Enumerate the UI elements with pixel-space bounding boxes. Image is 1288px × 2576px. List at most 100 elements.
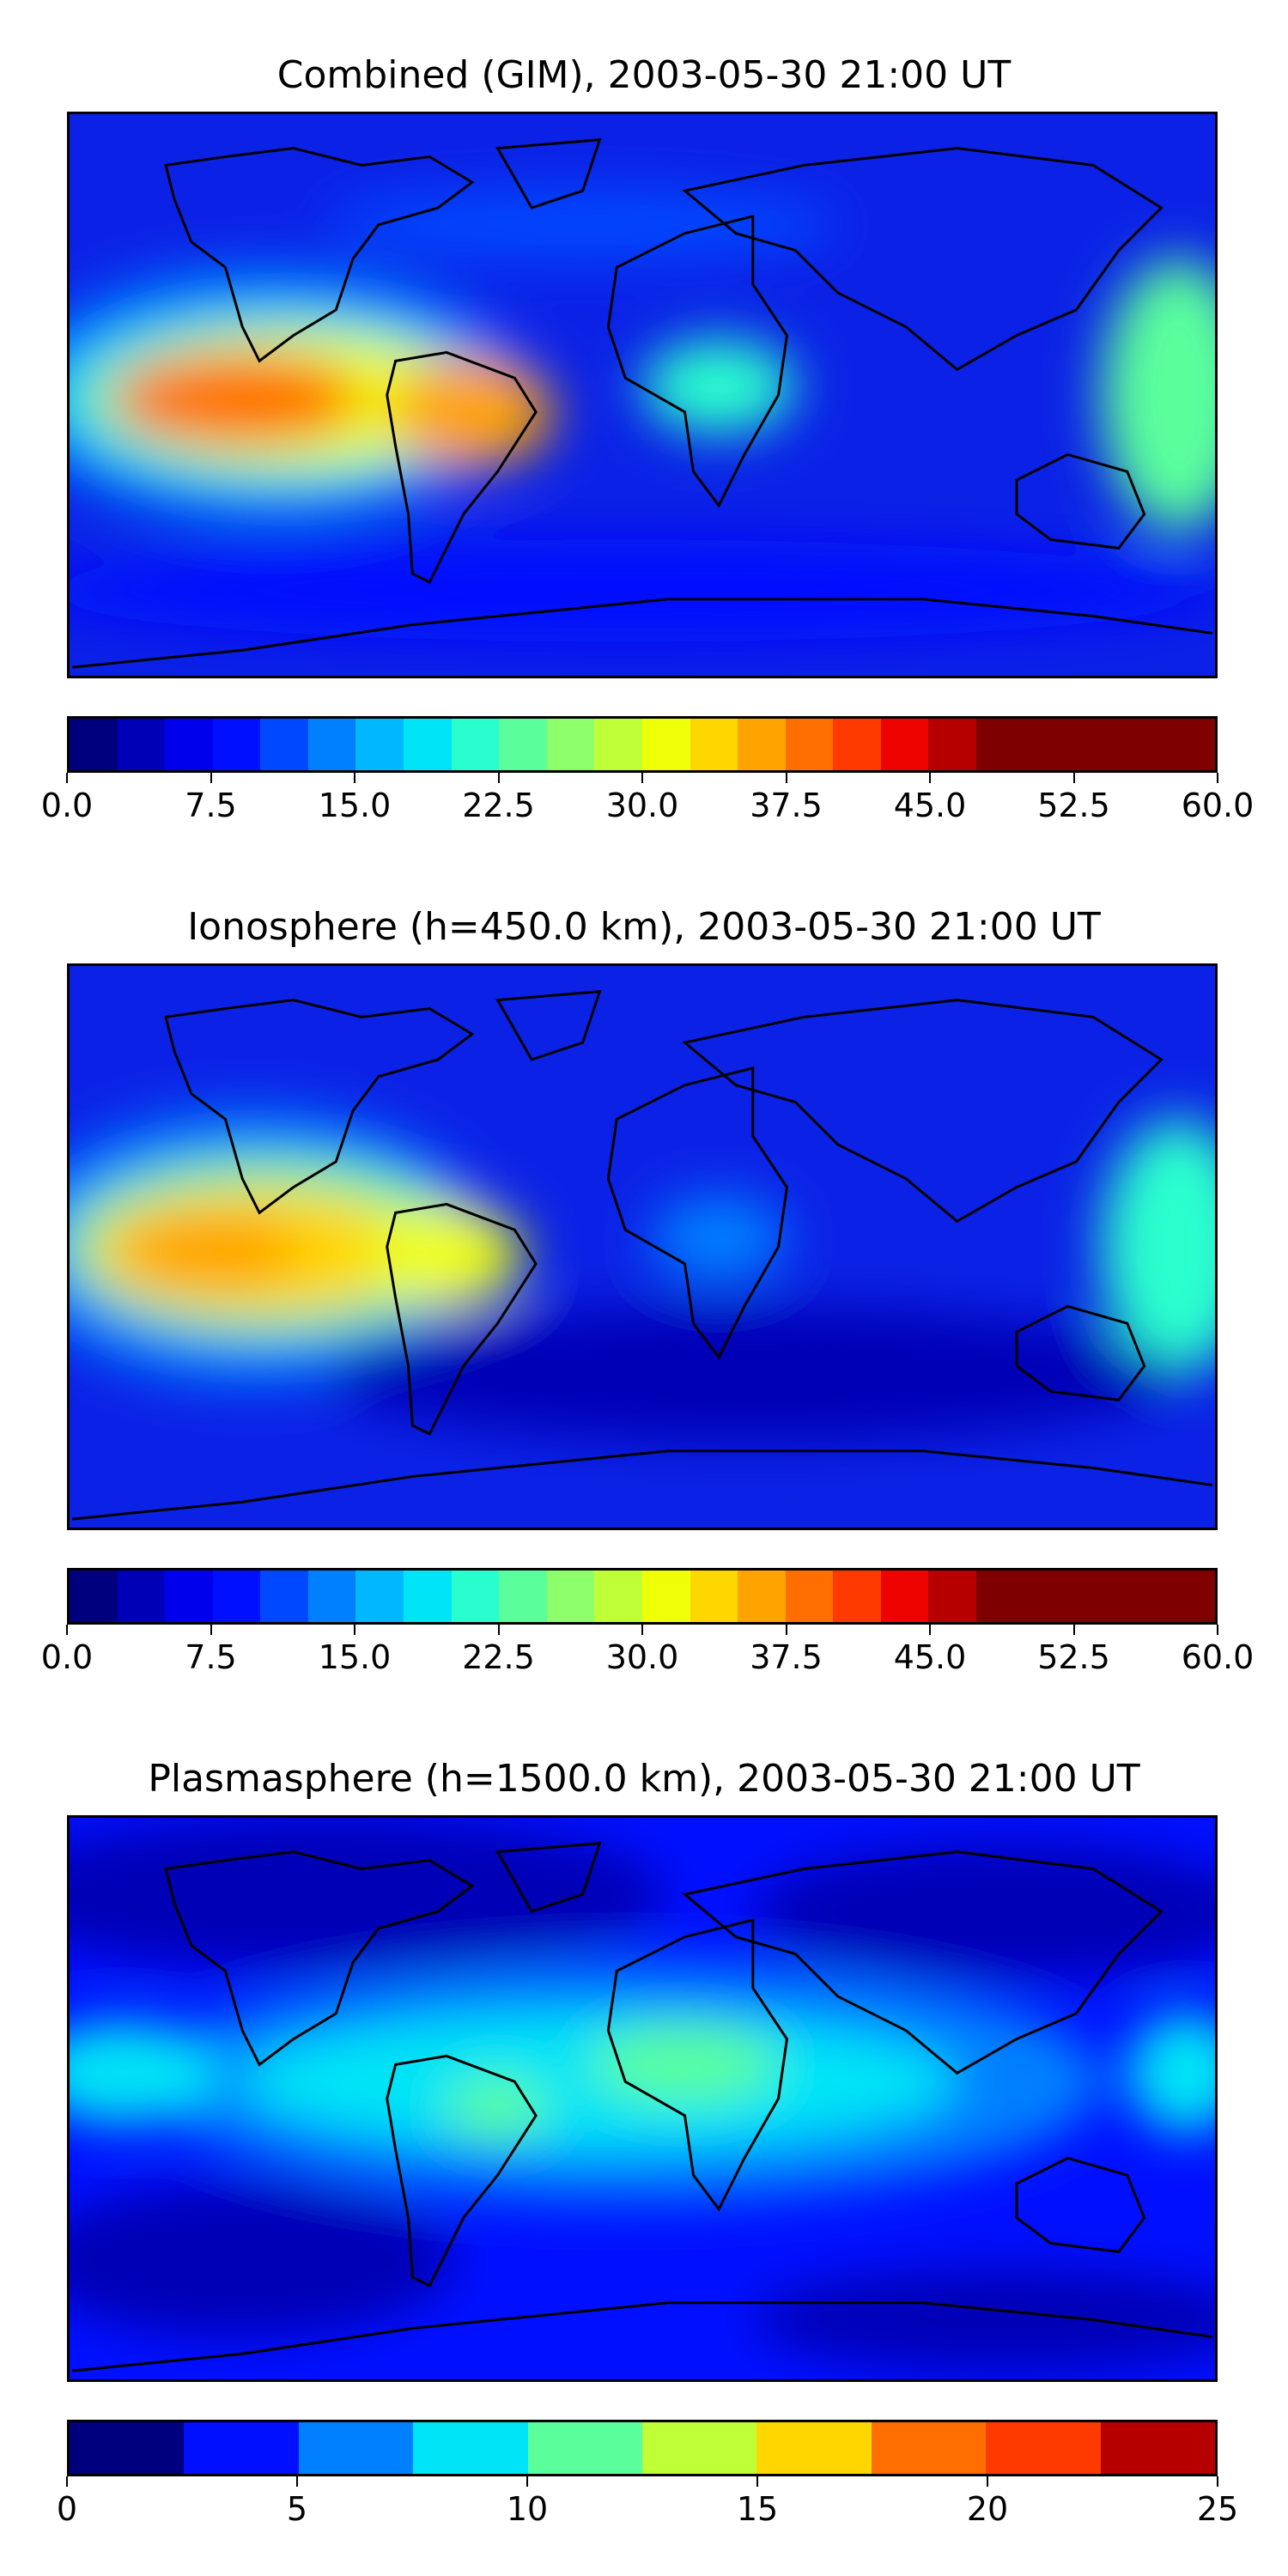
chart-title: Plasmasphere (h=1500.0 km), 2003-05-30 2… <box>148 1757 1140 1801</box>
colorbar-segment <box>871 2422 987 2474</box>
europe-africa-coast <box>606 1066 789 1360</box>
colorbar-segment <box>594 1571 642 1622</box>
colorbar-segment <box>738 719 786 770</box>
colorbar-tick-label: 30.0 <box>605 1638 679 1676</box>
blob-south <box>327 1306 1179 1443</box>
colorbar-tick-label: 60.0 <box>1181 787 1255 824</box>
colorbar-tick <box>66 2476 68 2487</box>
greenland-coast <box>495 1842 602 1913</box>
colorbar-segment <box>833 1571 881 1622</box>
colorbar-tick-label: 15.0 <box>318 787 392 824</box>
colorbar-segment <box>165 719 213 770</box>
colorbar-tick <box>66 773 68 783</box>
colorbar-segment <box>404 719 452 770</box>
colorbar-segment <box>785 719 834 770</box>
colorbar-tick <box>497 773 500 783</box>
colorbar-segment <box>880 719 929 770</box>
colorbar-tick-label: 7.5 <box>185 787 237 824</box>
antarctica-coast <box>71 598 1213 669</box>
colorbar-segment <box>928 1571 976 1622</box>
coastlines <box>71 138 1213 669</box>
colorbar-tick <box>929 773 931 783</box>
colorbar-segment <box>413 2422 528 2474</box>
colorbar-combined <box>67 716 1218 773</box>
colorbar-segment <box>451 719 500 770</box>
blob-north-dark <box>70 1818 668 1971</box>
colorbar-segment <box>833 719 881 770</box>
colorbar-segment <box>690 1571 738 1622</box>
colorbar-segment <box>1072 719 1120 770</box>
colorbar-tick <box>526 2476 528 2487</box>
colorbar-segment <box>70 1571 118 1622</box>
australia-coast <box>1015 453 1146 550</box>
colorbar-segment <box>594 719 642 770</box>
south-america-coast <box>386 350 538 584</box>
colorbar-tick <box>785 1625 787 1635</box>
blob-northeast-dark <box>752 1843 1215 1980</box>
colorbar-segment <box>880 1571 929 1622</box>
colorbar-segment <box>546 1571 595 1622</box>
colorbar-tick <box>296 2476 298 2487</box>
colorbar-tick-label: 0.0 <box>40 787 94 824</box>
colorbar-segment <box>527 2422 643 2474</box>
colorbar-tick-label: 15.0 <box>318 1638 392 1676</box>
colorbar-segment <box>690 719 738 770</box>
colorbar-tick-label: 60.0 <box>1181 1638 1255 1676</box>
chart-title: Combined (GIM), 2003-05-30 21:00 UT <box>276 53 1012 97</box>
colorbar-tick <box>756 2476 758 2487</box>
colorbar-segment <box>1119 1571 1168 1622</box>
europe-africa-coast <box>606 1918 789 2212</box>
colorbar-tick <box>785 773 787 783</box>
colorbar-segment <box>499 1571 547 1622</box>
blob-africa <box>591 2026 779 2103</box>
antarctica-coast <box>71 2301 1213 2372</box>
colorbar-segment <box>975 719 1024 770</box>
blob-pacific-core <box>106 352 362 447</box>
colorbar-tick-label: 7.5 <box>185 1638 237 1676</box>
south-america-coast <box>386 2054 538 2287</box>
europe-africa-coast <box>606 215 789 508</box>
colorbar-ticks-ionosphere: 0.0 7.5 15.0 22.5 30.0 37.5 45.0 52.5 60.0 <box>41 1625 1254 1676</box>
colorbar-segment <box>212 1571 261 1622</box>
colorbar-segment <box>641 719 690 770</box>
colorbar-tick <box>354 1625 355 1635</box>
blob-southeast-dark <box>752 2269 1215 2372</box>
blob-pacific-core <box>114 1212 302 1290</box>
colorbar-segment <box>355 719 404 770</box>
colorbar-segment <box>117 719 166 770</box>
coastlines <box>71 1842 1213 2372</box>
colorbar-tick-label: 25 <box>1196 2490 1239 2528</box>
blob-africa <box>650 1195 787 1281</box>
colorbar-segment <box>785 1571 834 1622</box>
colorbar-tick <box>1072 1625 1075 1635</box>
colorbar-segment <box>165 1571 213 1622</box>
colorbar-segment <box>738 1571 786 1622</box>
colorbar-tick-label: 52.5 <box>1037 787 1110 824</box>
colorbar-tick-label: 22.5 <box>462 787 535 824</box>
blob-samerica <box>369 1204 524 1307</box>
colorbar-tick-label: 0 <box>56 2490 78 2528</box>
australia-coast <box>1015 2156 1146 2253</box>
colorbar-segment <box>642 2422 757 2474</box>
colorbar-tick <box>1217 1625 1218 1635</box>
colorbar-tick <box>210 1625 212 1635</box>
blob-east <box>1127 2013 1215 2133</box>
colorbar-segment <box>1072 1571 1120 1622</box>
blob-belt-inner <box>242 2013 957 2150</box>
colorbar-tick-label: 37.5 <box>750 787 823 824</box>
greenland-coast <box>495 990 602 1061</box>
colorbar-tick <box>929 1625 931 1635</box>
heatmap-plasmasphere <box>70 1818 1215 2379</box>
heatmap-ionosphere <box>70 966 1215 1528</box>
coastlines <box>71 990 1213 1521</box>
blob-west <box>70 2021 217 2124</box>
colorbar-segment <box>451 1571 500 1622</box>
colorbar-tick-label: 45.0 <box>893 787 967 824</box>
colorbar-tick <box>354 773 355 783</box>
colorbar-segment <box>212 719 261 770</box>
blob-wpacific <box>1102 258 1215 532</box>
colorbar-segment <box>260 1571 308 1622</box>
blob-south <box>70 539 1215 642</box>
colorbar-segment <box>1024 719 1072 770</box>
colorbar-tick <box>210 773 212 783</box>
